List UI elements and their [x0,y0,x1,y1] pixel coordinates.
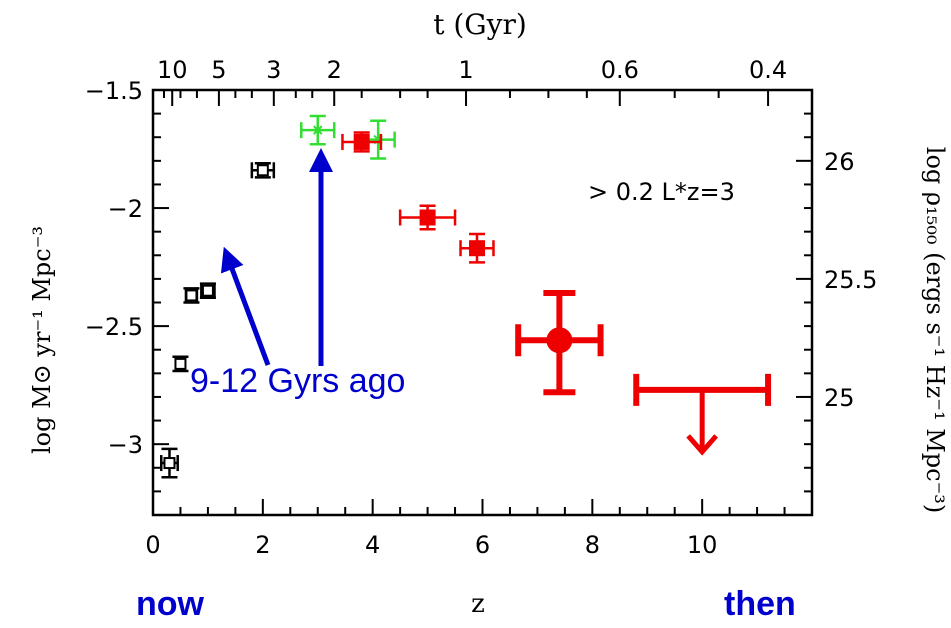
luminosity-annotation: > 0.2 L*z=3 [588,178,735,206]
y-tick-label: −2.5 [85,313,143,341]
right-tick-label: 25 [824,384,855,412]
data-point [633,373,772,456]
marker [201,284,214,297]
gyrs-ago-label: 9-12 Gyrs ago [190,362,405,400]
top-tick-label: 10 [157,56,188,84]
right-axis-label: log ρ₁₅₀₀ (ergs s⁻¹ Hz⁻¹ Mpc⁻³) [921,147,949,513]
data-point [515,290,604,396]
top-axis-label: t (Gyr) [433,8,527,41]
data-point [159,447,179,479]
x-tick-label: 8 [585,531,600,559]
marker [546,327,573,354]
top-tick-label: 0.6 [601,56,639,84]
now-label: now [136,585,205,623]
marker [419,209,436,226]
data-point [183,287,200,304]
y-tick-label: −2 [108,195,143,223]
data-point [459,232,495,264]
then-label: then [724,585,796,623]
data-point [250,161,276,179]
y-tick-label: −1.5 [85,77,143,105]
top-tick-label: 0.4 [749,56,787,84]
left-blue-arrow [220,246,271,366]
data-point [199,282,216,300]
y-axis-label: log M⊙ yr⁻¹ Mpc⁻³ [28,226,56,454]
right-tick-label: 26 [824,148,855,176]
top-tick-label: 2 [327,56,342,84]
marker [256,164,269,177]
x-tick-label: 6 [475,531,490,559]
top-tick-label: 1 [458,56,473,84]
data-point [300,114,336,146]
x-axis-label: z [471,589,485,619]
data-point [341,131,383,153]
x-tick-label: 10 [687,531,718,559]
x-tick-label: 4 [365,531,380,559]
marker [174,357,187,370]
error-bar [686,434,719,456]
right-tick-label: 25.5 [824,266,877,294]
marker [185,289,198,302]
marker [163,457,176,470]
data-point [172,355,189,373]
x-tick-label: 2 [255,531,270,559]
x-tick-label: 0 [145,531,160,559]
top-tick-label: 5 [211,56,226,84]
marker [353,133,370,150]
y-tick-label: −3 [108,431,143,459]
top-tick-label: 3 [266,56,281,84]
plot-frame [151,88,814,517]
marker [311,124,324,137]
data-point [398,204,457,231]
marker [372,133,385,146]
marker [469,240,486,257]
